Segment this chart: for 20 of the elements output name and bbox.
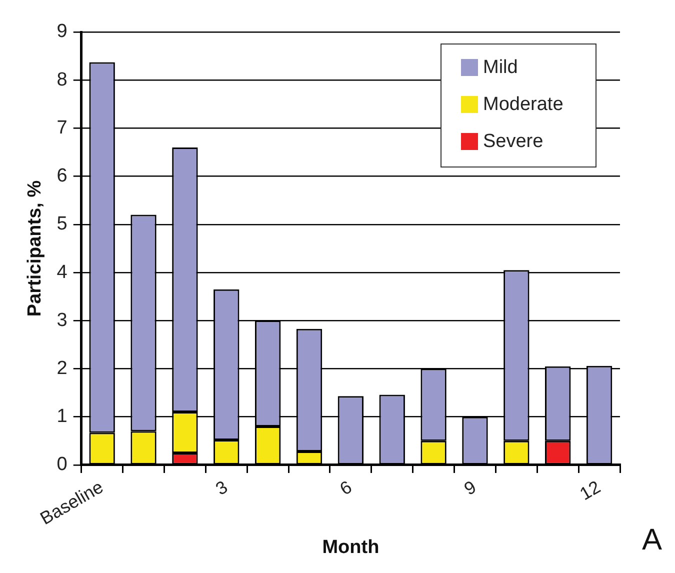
x-tick-label: 9 [460,476,480,500]
y-tick-label: 0 [56,454,68,476]
x-axis-title: Month [322,536,380,558]
legend-label: Severe [483,131,544,152]
y-tick-label: 6 [56,166,68,187]
y-tick-label: 7 [56,117,68,138]
y-tick-label: 3 [56,310,68,331]
y-tick-label: 1 [56,406,68,428]
y-tick-label: 5 [56,214,68,235]
x-tick-label: 3 [212,476,231,500]
y-axis-title: Participants, % [24,180,46,317]
y-tick-label: 2 [56,358,68,379]
x-tick-label: 12 [576,476,604,504]
y-tick-label: 8 [56,69,68,90]
y-tick-label: 4 [56,262,68,283]
x-tick-label: 6 [336,476,356,500]
y-tick-label: 9 [56,21,68,42]
text: A [642,523,662,556]
legend-label: Moderate [483,94,564,116]
legend-label: Mild [483,57,518,78]
